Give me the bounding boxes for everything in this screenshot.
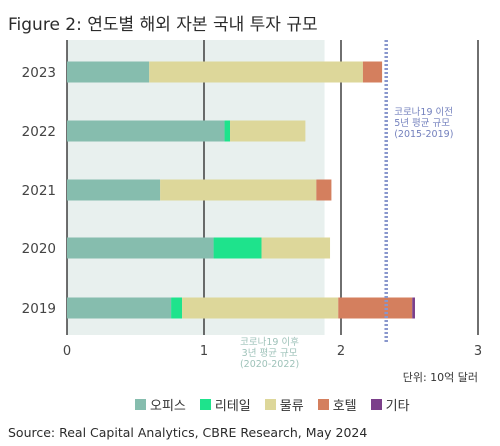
y-tick-label: 2022 — [22, 124, 56, 140]
legend-item-office: 오피스 — [135, 395, 186, 414]
legend-swatch-hotel — [317, 399, 329, 410]
bar-segment-hotel-2021 — [316, 179, 332, 201]
y-axis-labels: 2023 2022 2021 2020 2019 — [22, 65, 56, 317]
post-covid-annotation-line: 코로나19 이후 — [240, 337, 299, 348]
post-covid-annotation: 코로나19 이후 3년 평균 규모 (2020-2022) — [240, 337, 299, 370]
bar-segment-retail-2022 — [224, 120, 231, 142]
bar-segment-retail-2020 — [213, 237, 262, 259]
bar-segment-hotel-2023 — [362, 61, 383, 83]
legend-label-retail: 리테일 — [214, 399, 251, 414]
chart-title: Figure 2: 연도별 해외 자본 국내 투자 규모 — [8, 15, 318, 35]
bar-segment-logistics-2020 — [261, 237, 331, 259]
x-tick-label: 1 — [200, 344, 208, 359]
bar-segment-office-2021 — [67, 179, 161, 201]
legend-swatch-office — [135, 399, 146, 410]
x-axis-labels: 0 1 2 3 — [63, 344, 482, 359]
legend-label-office: 오피스 — [150, 399, 186, 414]
post-covid-annotation-line: 3년 평균 규모 — [242, 348, 298, 359]
bars — [67, 61, 415, 319]
x-tick-label: 0 — [63, 344, 71, 359]
bar-segment-hotel-2019 — [338, 297, 413, 319]
pre-covid-annotation: 코로나19 이전 5년 평균 규모 (2015-2019) — [394, 107, 453, 140]
y-tick-label: 2020 — [22, 241, 56, 257]
legend-swatch-logistics — [264, 399, 276, 410]
bar-segment-retail-2019 — [171, 297, 183, 319]
post-covid-annotation-line: (2020-2022) — [240, 359, 299, 370]
pre-covid-annotation-line: (2015-2019) — [394, 129, 453, 140]
bar-segment-office-2022 — [67, 120, 225, 142]
bar-segment-logistics-2022 — [230, 120, 306, 142]
y-tick-label: 2021 — [22, 183, 56, 199]
legend-item-logistics: 물류 — [264, 395, 304, 414]
legend-swatch-other — [370, 399, 382, 410]
bar-segment-logistics-2019 — [182, 297, 339, 319]
legend-swatch-retail — [199, 399, 211, 410]
x-tick-label: 2 — [337, 344, 345, 359]
bar-segment-office-2023 — [67, 61, 150, 83]
source-note: Source: Real Capital Analytics, CBRE Res… — [8, 425, 368, 440]
legend-label-hotel: 호텔 — [332, 399, 357, 414]
bar-segment-logistics-2021 — [160, 179, 317, 201]
bar-segment-office-2020 — [67, 237, 214, 259]
bar-segment-office-2019 — [67, 297, 172, 319]
legend-label-other: 기타 — [385, 399, 410, 414]
x-tick-label: 3 — [474, 344, 482, 359]
bar-segment-logistics-2023 — [149, 61, 363, 83]
y-tick-label: 2023 — [22, 65, 56, 81]
pre-covid-annotation-line: 5년 평균 규모 — [394, 118, 450, 129]
legend-item-hotel: 호텔 — [317, 395, 357, 414]
legend: 오피스 리테일 물류 호텔 기타 — [135, 395, 410, 414]
unit-label: 단위: 10억 달러 — [403, 371, 478, 384]
bar-segment-other-2019 — [412, 297, 415, 319]
legend-item-other: 기타 — [370, 395, 410, 414]
pre-covid-annotation-line: 코로나19 이전 — [394, 107, 453, 118]
legend-label-logistics: 물류 — [279, 399, 304, 414]
y-tick-label: 2019 — [22, 301, 56, 317]
legend-item-retail: 리테일 — [199, 395, 251, 414]
